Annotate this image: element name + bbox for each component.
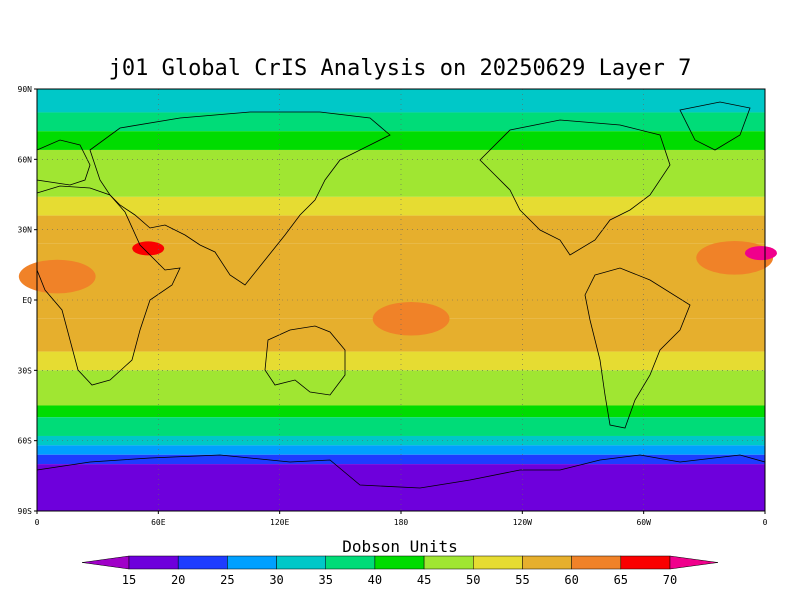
colorbar-swatch-5: [325, 555, 376, 570]
colorbar-tick-label-10: 65: [614, 573, 628, 587]
colorbar-label: Dobson Units: [342, 537, 458, 556]
lat-tick-label-2: 30N: [18, 226, 33, 235]
colorbar-tick-label-8: 55: [515, 573, 529, 587]
colorbar-max-arrow: [669, 555, 719, 570]
lon-tick-label-1: 60E: [151, 518, 166, 527]
antarctica-coastline: [36, 454, 766, 489]
asia-coastline: [89, 111, 391, 286]
coastlines: [36, 101, 766, 489]
lat-tick-label-1: 60N: [18, 155, 33, 164]
colorbar-tick-label-2: 25: [220, 573, 234, 587]
ozone-band-13: [37, 445, 765, 455]
colorbar-swatch-2: [177, 555, 228, 570]
colorbar-swatch-8: [473, 555, 523, 570]
ozone-band-15: [37, 464, 765, 511]
lon-tick-label-3: 180: [394, 518, 409, 527]
ozone-feature-1: [18, 259, 96, 294]
lat-tick-label-0: 90N: [18, 85, 33, 94]
lon-tick-label-6: 0: [763, 518, 768, 527]
colorbar-min-arrow: [81, 555, 130, 570]
ozone-band-8: [37, 351, 765, 371]
ozone-feature-5: [251, 466, 329, 500]
colorbar-tick-label-11: 70: [663, 573, 677, 587]
lat-tick-label-5: 60S: [18, 437, 33, 446]
australia-coastline: [264, 325, 346, 396]
lon-tick-label-5: 60W: [636, 518, 651, 527]
ozone-band-9: [37, 370, 765, 406]
ozone-band-4: [37, 196, 765, 216]
ozone-band-11: [37, 417, 765, 436]
lat-tick-label-6: 90S: [18, 507, 33, 516]
ozone-band-1: [37, 112, 765, 132]
colorbar-swatch-9: [522, 555, 572, 570]
ozone-band-0: [37, 89, 765, 113]
colorbar-swatch-10: [571, 555, 622, 570]
lon-tick-label-2: 120E: [270, 518, 289, 527]
map-title: j01 Global CrIS Analysis on 20250629 Lay…: [108, 56, 692, 81]
colorbar-tick-label-9: 60: [564, 573, 578, 587]
ozone-band-10: [37, 405, 765, 418]
north-america-coastline: [479, 119, 671, 256]
greenland-coastline: [679, 101, 751, 151]
colorbar-swatch-7: [423, 555, 474, 570]
lat-tick-label-4: 30S: [18, 366, 33, 375]
colorbar-swatch-3: [227, 555, 277, 570]
colorbar-swatch-4: [276, 555, 326, 570]
lon-tick-label-0: 0: [35, 518, 40, 527]
ozone-feature-4: [372, 301, 450, 336]
colorbar-tick-label-5: 40: [368, 573, 382, 587]
lon-tick-label-4: 120W: [513, 518, 532, 527]
colorbar-swatch-1: [128, 555, 179, 570]
colorbar-swatch-6: [374, 555, 425, 570]
colorbar-swatch-11: [620, 555, 671, 570]
ozone-feature-3: [744, 246, 777, 261]
ozone-band-2: [37, 131, 765, 150]
colorbar-tick-label-6: 45: [417, 573, 431, 587]
colorbar-tick-label-3: 30: [269, 573, 283, 587]
colorbar-tick-label-4: 35: [319, 573, 333, 587]
colorbar-tick-label-0: 15: [122, 573, 136, 587]
colorbar-tick-label-7: 50: [466, 573, 480, 587]
colorbar: 15 20 25 30 35 40 45 50 55 60 65 70: [81, 555, 719, 587]
graticule: [37, 89, 765, 511]
lat-tick-label-3: EQ: [22, 296, 32, 305]
ozone-band-12: [37, 435, 765, 446]
south-america-coastline: [584, 267, 691, 429]
colorbar-tick-label-1: 20: [171, 573, 185, 587]
ozone-field: [18, 89, 777, 511]
europe-coastline: [36, 139, 91, 186]
